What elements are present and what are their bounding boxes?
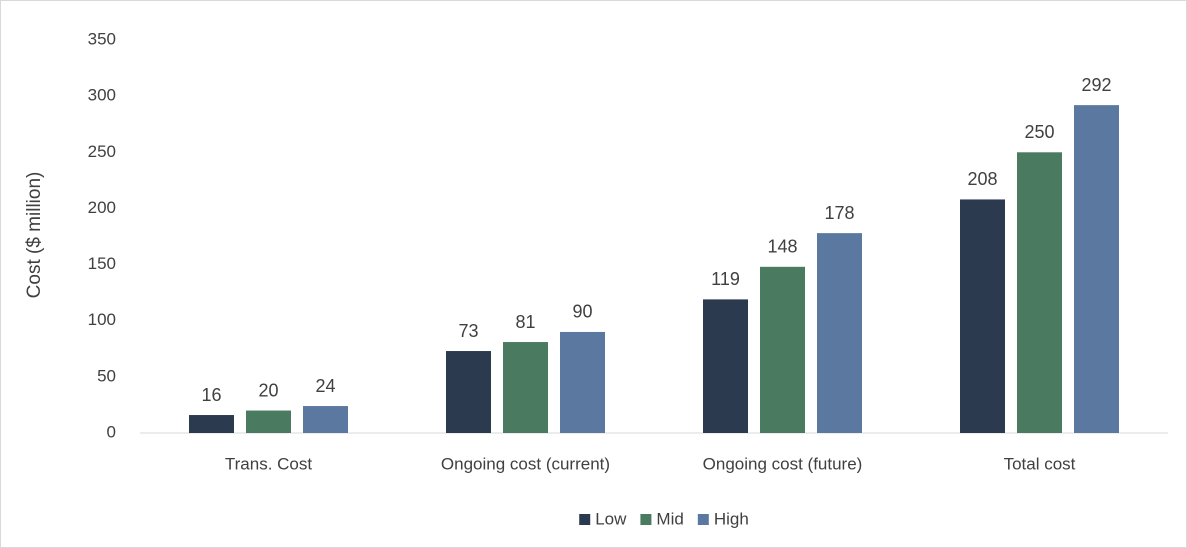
legend-item: Low [579, 509, 627, 528]
legend-label: High [714, 509, 749, 528]
bar [189, 415, 234, 433]
y-tick-label: 0 [107, 422, 116, 441]
x-tick-label: Total cost [1004, 454, 1076, 473]
legend-label: Mid [656, 509, 683, 528]
bar [246, 410, 291, 433]
data-label: 20 [258, 380, 278, 400]
y-tick-label: 350 [88, 29, 116, 48]
bar [1074, 105, 1119, 433]
data-label: 73 [458, 321, 478, 341]
bar [703, 299, 748, 433]
bar [760, 266, 805, 433]
data-label: 178 [824, 203, 854, 223]
x-tick-label: Ongoing cost (current) [441, 454, 610, 473]
data-label: 16 [201, 385, 221, 405]
data-label: 24 [315, 376, 335, 396]
data-label: 90 [572, 302, 592, 322]
y-tick-label: 250 [88, 142, 116, 161]
legend-item: High [697, 509, 749, 528]
x-tick-label: Trans. Cost [225, 454, 313, 473]
y-tick-label: 200 [88, 198, 116, 217]
bar [960, 199, 1005, 433]
y-tick-label: 150 [88, 254, 116, 273]
data-label: 119 [711, 269, 740, 289]
bar [817, 233, 862, 433]
legend-swatch [579, 514, 591, 525]
legend-label: Low [595, 509, 627, 528]
data-label: 292 [1081, 75, 1111, 95]
legend-swatch [697, 514, 709, 525]
bar [560, 331, 605, 433]
data-label: 148 [767, 237, 797, 257]
x-tick-label: Ongoing cost (future) [703, 454, 863, 473]
y-tick-label: 50 [97, 366, 116, 385]
legend-swatch [640, 514, 652, 525]
data-label: 250 [1024, 122, 1054, 142]
bar [503, 342, 548, 433]
y-axis-label: Cost ($ million) [24, 172, 45, 299]
bar [446, 351, 491, 433]
bar [303, 406, 348, 433]
data-label: 208 [967, 169, 997, 189]
bar [1017, 152, 1062, 434]
data-label: 81 [515, 312, 535, 332]
y-tick-label: 300 [88, 86, 116, 105]
legend-item: Mid [640, 509, 684, 528]
y-tick-label: 100 [88, 310, 116, 329]
